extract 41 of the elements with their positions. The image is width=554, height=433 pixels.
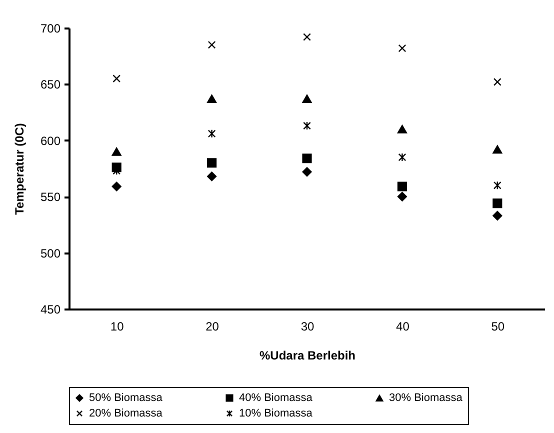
point: [302, 94, 312, 104]
point: [397, 182, 407, 192]
point: [207, 94, 217, 104]
x-axis-title: %Udara Berlebih: [259, 348, 356, 362]
y-tick-label: 650: [40, 78, 61, 92]
point: [208, 40, 216, 49]
point: [492, 198, 502, 208]
y-tick-label: 600: [40, 134, 61, 148]
legend-label: 10% Biomassa: [239, 408, 314, 420]
point: [302, 167, 312, 177]
point: [303, 33, 311, 41]
legend-label: 20% Biomassa: [89, 408, 164, 420]
point: [207, 172, 217, 182]
x-tick-label: 30: [300, 320, 314, 334]
y-tick-label: 450: [40, 302, 61, 316]
point: [112, 147, 122, 156]
point: [112, 182, 122, 192]
x-tick-label: 20: [206, 320, 220, 334]
point: [303, 121, 311, 130]
point: [397, 124, 407, 134]
legend-label: 50% Biomassa: [89, 392, 164, 404]
point: [397, 192, 407, 202]
y-tick-label: 550: [40, 190, 61, 204]
y-tick-label: 700: [40, 22, 61, 36]
y-axis-title: Temperatur (0C): [12, 123, 26, 215]
point: [398, 44, 406, 52]
legend-label: 30% Biomassa: [389, 392, 464, 404]
point: [112, 74, 121, 83]
x-tick-label: 40: [396, 320, 410, 334]
point: [398, 152, 406, 162]
point: [492, 145, 502, 154]
legend-label: 40% Biomassa: [239, 392, 314, 404]
point: [208, 129, 216, 138]
x-tick-label: 50: [491, 320, 505, 334]
point: [493, 78, 502, 86]
x-tick-label: 10: [110, 320, 124, 334]
point: [493, 180, 502, 190]
y-tick-label: 500: [40, 246, 61, 260]
point: [302, 154, 312, 164]
point: [207, 158, 217, 168]
point: [492, 210, 502, 220]
